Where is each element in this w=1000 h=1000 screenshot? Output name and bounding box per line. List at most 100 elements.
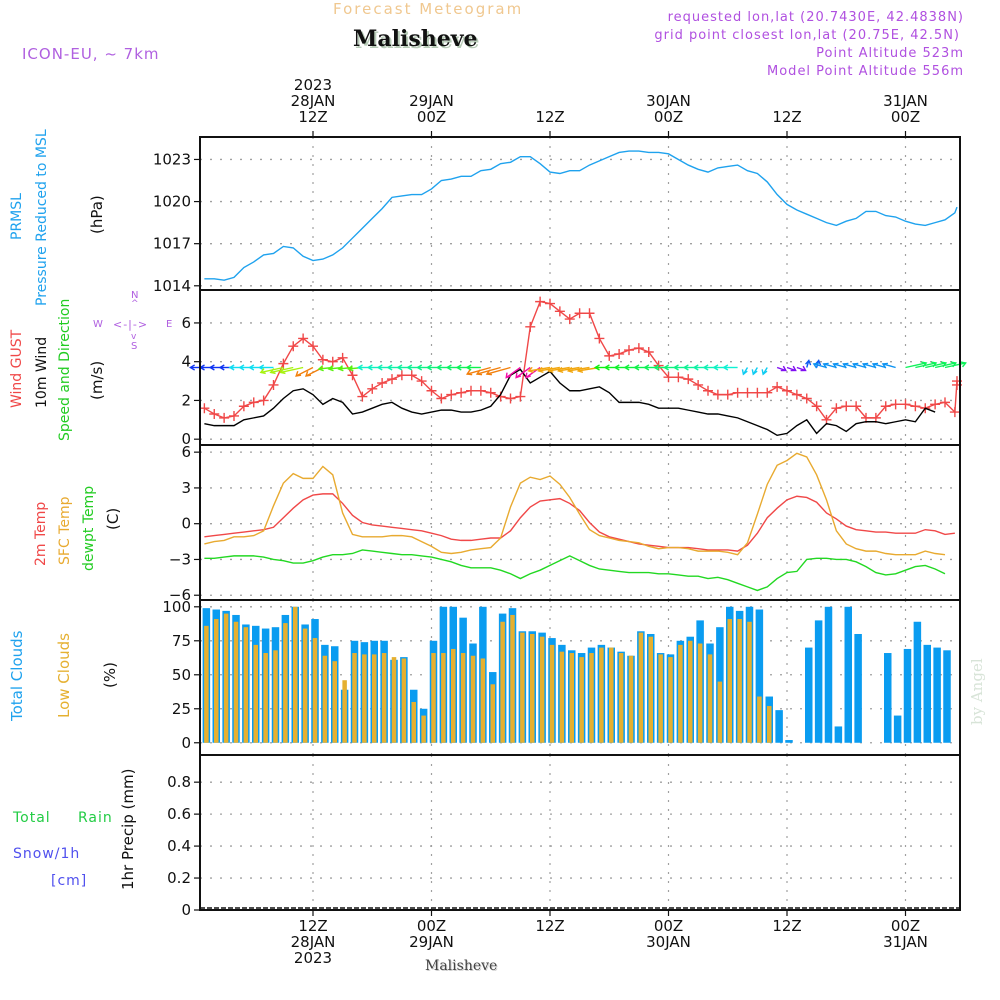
wind-arrow-head bbox=[812, 362, 819, 369]
low-cloud-bar bbox=[697, 643, 703, 743]
wind-arrow-head bbox=[761, 369, 768, 376]
wind-direction-arrow bbox=[915, 362, 937, 369]
model-altitude: Model Point Altitude 556m bbox=[767, 64, 964, 79]
wind-arrow-head bbox=[445, 364, 452, 371]
gust-marker bbox=[209, 409, 220, 419]
wind-arrow-head bbox=[712, 364, 719, 371]
prmsl-line bbox=[204, 150, 958, 281]
2m-temp-line bbox=[204, 493, 955, 552]
time-axis-label: 29JAN 00Z bbox=[392, 77, 472, 125]
time-axis-label: 30JAN 00Z bbox=[629, 77, 709, 125]
low-cloud-bar bbox=[312, 638, 318, 743]
gust-marker bbox=[545, 298, 555, 309]
low-cloud-bar bbox=[401, 658, 407, 743]
time-axis-label: 31JAN 00Z bbox=[866, 77, 946, 125]
low-cloud-bar bbox=[460, 653, 466, 743]
low-cloud-bar bbox=[579, 657, 584, 743]
gust-marker bbox=[377, 378, 388, 388]
low-cloud-bar bbox=[757, 696, 762, 743]
wind-arrow-head bbox=[525, 372, 531, 379]
wind-arrow-head bbox=[960, 361, 967, 368]
low-cloud-bar bbox=[520, 632, 525, 743]
gust-marker bbox=[811, 401, 822, 412]
total-cloud-bar bbox=[923, 644, 931, 743]
gust-marker bbox=[229, 410, 239, 421]
gust-marker bbox=[258, 395, 269, 406]
gust-marker bbox=[673, 372, 684, 383]
wind-arrow-head bbox=[861, 362, 869, 369]
time-axis-label-line: 00Z bbox=[890, 108, 921, 126]
y-tick-label: 0.4 bbox=[167, 837, 191, 855]
low-cloud-bar bbox=[293, 606, 298, 743]
low-cloud-bar bbox=[599, 647, 604, 743]
sfc-temp-line bbox=[204, 452, 946, 556]
gust-marker bbox=[554, 306, 565, 317]
wind-arrow-head bbox=[566, 366, 574, 373]
y-tick-label: 25 bbox=[172, 700, 191, 718]
wind-arrow-head bbox=[317, 365, 324, 372]
gust-marker bbox=[594, 333, 605, 344]
gust-marker bbox=[604, 350, 615, 361]
wind-arrow-head bbox=[613, 364, 620, 371]
wind-direction-arrow bbox=[280, 366, 304, 374]
low-cloud-bar bbox=[431, 653, 436, 743]
gust-marker bbox=[722, 389, 733, 400]
wind-direction-arrow bbox=[295, 366, 314, 377]
wind-arrow-head bbox=[505, 372, 512, 379]
y-tick-label: 2 bbox=[181, 391, 191, 409]
model-label: ICON-EU, ~ 7km bbox=[22, 45, 160, 63]
total-cloud-bar bbox=[755, 609, 764, 743]
wind-arrow-head bbox=[603, 364, 610, 371]
low-cloud-bar bbox=[658, 654, 663, 743]
snow-label: Snow/1h bbox=[13, 846, 81, 862]
low-cloud-bar bbox=[253, 644, 258, 743]
gust-marker bbox=[633, 343, 644, 354]
gust-marker bbox=[327, 356, 338, 367]
y-tick-label: −6 bbox=[169, 586, 191, 604]
time-axis-label-line: 29JAN bbox=[409, 933, 454, 951]
time-axis-label-line: 12Z bbox=[772, 917, 802, 935]
low-cloud-bar bbox=[717, 681, 723, 743]
gust-marker bbox=[219, 412, 230, 423]
y-tick-label: 0.2 bbox=[167, 869, 191, 887]
low-cloud-bar bbox=[322, 655, 328, 743]
wind-arrow-head bbox=[881, 362, 888, 369]
low-cloud-bar bbox=[678, 644, 683, 743]
y-tick-label: 6 bbox=[181, 314, 191, 332]
gust-marker bbox=[930, 399, 941, 410]
low-cloud-bar bbox=[204, 625, 209, 743]
wind-direction-arrow bbox=[813, 363, 827, 369]
low-cloud-bar bbox=[223, 613, 229, 743]
time-axis-label-line: 31JAN bbox=[883, 92, 928, 110]
wind-arrow-head bbox=[435, 364, 442, 371]
wind-direction-arrow bbox=[853, 363, 867, 369]
low-cloud-bar bbox=[214, 619, 219, 743]
low-cloud-bar bbox=[628, 655, 634, 743]
low-cloud-bar bbox=[500, 621, 505, 743]
total-cloud-bar bbox=[903, 648, 912, 743]
wind-arrow-head bbox=[593, 364, 600, 371]
total-cloud-bar bbox=[933, 647, 941, 743]
total-rain-label-2: Rain bbox=[78, 810, 113, 826]
wind-arrow-head bbox=[741, 369, 748, 376]
gust-marker bbox=[535, 296, 546, 307]
wind-arrow-head bbox=[465, 364, 472, 371]
panel-frame bbox=[199, 444, 961, 601]
total-cloud-bar bbox=[893, 715, 902, 743]
time-axis-label-line: 29JAN bbox=[409, 92, 454, 110]
time-axis-label: 12Z bbox=[510, 77, 590, 125]
wind-arrow-head bbox=[396, 364, 403, 371]
gust-marker bbox=[880, 401, 891, 412]
wind-arrow-head bbox=[386, 364, 393, 371]
gust-marker bbox=[426, 385, 437, 396]
wind-arrow-head bbox=[692, 364, 699, 371]
low-cloud-bar bbox=[441, 653, 446, 743]
time-axis-label-line: 00Z bbox=[653, 917, 684, 935]
gust-marker bbox=[712, 389, 723, 400]
wind-arrow-head bbox=[406, 364, 413, 371]
time-axis-label-line: 12Z bbox=[535, 108, 565, 126]
time-axis-label: 12Z bbox=[510, 918, 590, 966]
wind-direction-arrow bbox=[862, 363, 877, 369]
wind-direction-arrow bbox=[486, 366, 511, 375]
